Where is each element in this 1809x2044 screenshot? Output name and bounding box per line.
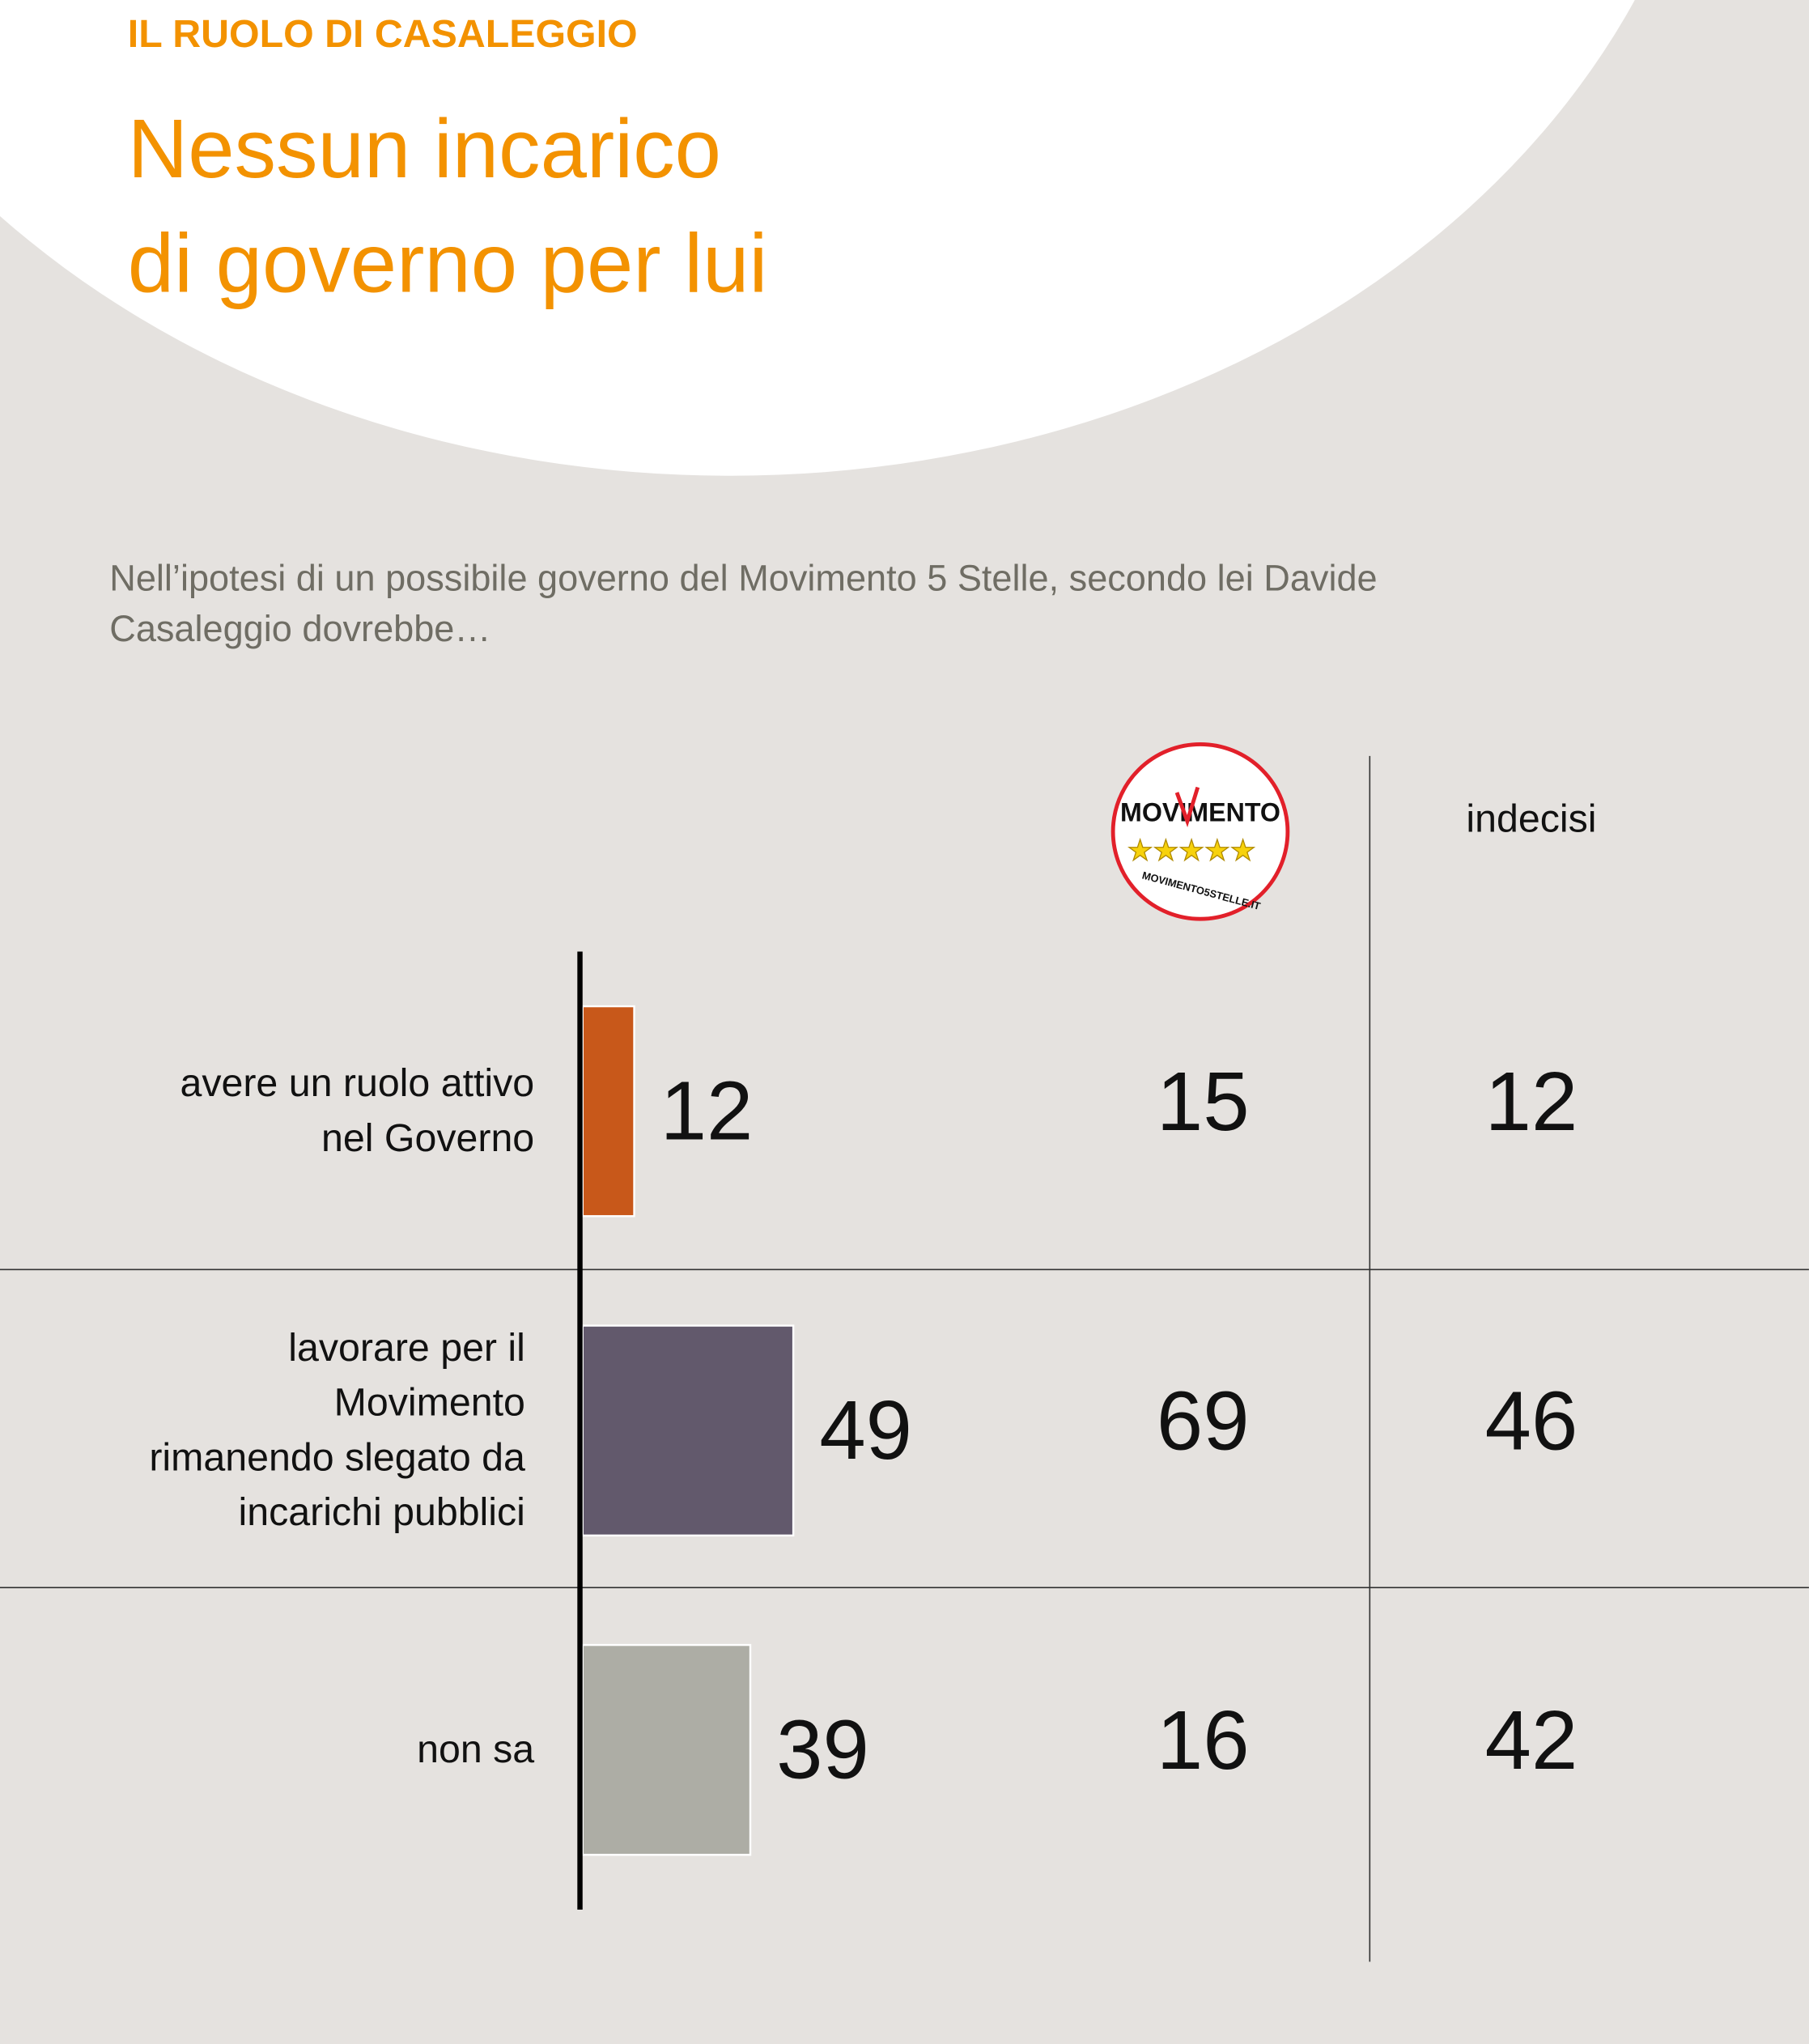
m5s-value: 16 [1156,1692,1250,1787]
category-label-line: Movimento [333,1381,525,1425]
bar [581,1324,795,1537]
column-header-indecisi: indecisi [1466,797,1597,841]
category-label-line: incarichi pubblici [238,1490,525,1534]
category-label: non sa [39,1723,534,1778]
question-text: Nell’ipotesi di un possibile governo del… [109,558,1378,649]
category-label-line: lavorare per il [288,1326,525,1370]
bar [581,1005,635,1217]
category-label-line: avere un ruolo attivo [180,1061,535,1105]
bar-value-label: 49 [819,1382,912,1477]
kicker: IL RUOLO DI CASALEGGIO [127,13,638,57]
category-label-line: nel Governo [321,1116,535,1160]
bar-value-label: 12 [660,1063,754,1158]
title-line: di governo per lui [127,216,768,311]
m5s-value: 69 [1156,1373,1250,1468]
svg-text:★★★★★: ★★★★★ [1127,835,1256,868]
indecisi-value: 46 [1484,1373,1578,1468]
indecisi-value: 42 [1484,1692,1578,1787]
category-label: lavorare per il Movimento rimanendo slegat… [30,1321,525,1540]
bar-value-label: 39 [776,1702,869,1796]
m5s-logo: MOVIMENTO ★★★★★ MOVIMENTO5STELLE.IT [1110,742,1290,921]
category-label-line: non sa [417,1727,535,1771]
indecisi-value: 12 [1484,1053,1578,1148]
bar [581,1643,752,1856]
svg-text:MOVIMENTO: MOVIMENTO [1120,797,1280,827]
page-title: Nessun incarico di governo per lui [128,91,768,321]
m5s-value: 15 [1156,1053,1250,1148]
category-label-line: rimanendo slegato da [149,1435,525,1479]
category-label: avere un ruolo attivo nel Governo [39,1056,534,1166]
title-line: Nessun incarico [127,101,721,196]
